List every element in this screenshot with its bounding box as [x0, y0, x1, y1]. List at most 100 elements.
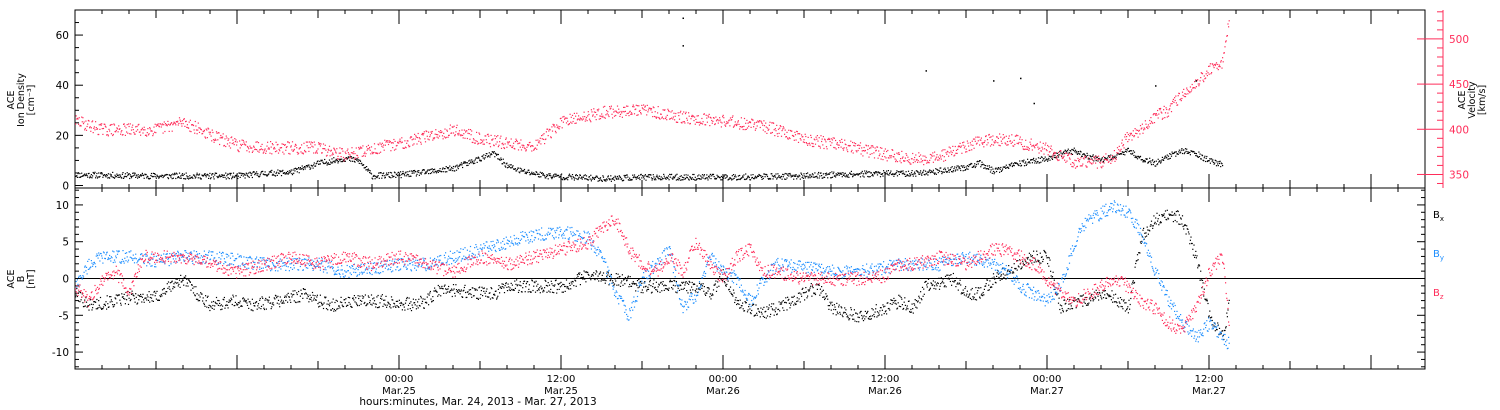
b-series-Bx-point	[392, 299, 394, 301]
ion-density-series-point	[611, 178, 613, 180]
velocity-series-point	[1062, 157, 1064, 160]
velocity-series-point	[401, 137, 403, 139]
velocity-series-point	[1132, 130, 1134, 132]
b-series-Bx-point	[127, 303, 130, 305]
b-series-Bx-point	[725, 284, 727, 286]
b-series-Bx-point	[354, 301, 356, 303]
b-series-Bx-point	[551, 283, 553, 285]
ion-density-series-point	[745, 173, 747, 175]
velocity-series-point	[1063, 155, 1065, 157]
velocity-series-point	[479, 133, 481, 135]
velocity-series-point	[569, 113, 571, 115]
ion-density-series-point	[744, 178, 746, 181]
ion-density-series-point	[812, 174, 814, 176]
velocity-series-point	[1139, 133, 1141, 135]
velocity-series-point	[76, 118, 78, 120]
b-series-Bx-point	[443, 292, 445, 294]
velocity-series-point	[263, 149, 266, 151]
ion-density-series-point	[170, 176, 172, 178]
ion-density-series-point	[126, 176, 128, 178]
ion-density-series-point	[208, 175, 210, 177]
ion-density-series-point	[602, 175, 604, 177]
ion-density-series-point	[697, 177, 699, 180]
velocity-series-point	[1016, 142, 1018, 144]
ion-density-series-point	[857, 174, 859, 176]
ion-density-series-point	[977, 160, 979, 162]
velocity-series-point	[814, 139, 816, 141]
b-series-Bx-point	[339, 301, 342, 303]
ion-density-series-point	[493, 152, 495, 154]
velocity-series-point	[1029, 141, 1031, 143]
velocity-series-point	[372, 153, 374, 155]
velocity-series-point	[1105, 153, 1107, 155]
velocity-series-point	[490, 134, 492, 136]
velocity-series-point	[1207, 72, 1209, 74]
velocity-series-point	[1215, 62, 1218, 64]
ion-density-series-point	[739, 178, 741, 181]
b-series-Bx-point	[140, 295, 142, 297]
ion-density-series-point	[1198, 151, 1200, 153]
b-series-Bx-point	[563, 284, 565, 286]
velocity-series-point	[907, 156, 909, 158]
velocity-series-point	[1158, 108, 1160, 110]
ion-density-series-point	[688, 179, 690, 181]
b-series-Bx-point	[635, 290, 637, 292]
b-series-Bx-point	[496, 298, 498, 300]
velocity-series-point	[866, 145, 868, 147]
ion-density-series-point	[381, 175, 383, 177]
velocity-series-point	[522, 146, 524, 148]
velocity-series-point	[266, 145, 268, 147]
ion-density-series-point	[271, 169, 273, 171]
ion-density-series-point	[811, 176, 813, 178]
velocity-series-point	[749, 122, 752, 124]
velocity-series-point	[288, 142, 290, 144]
b-series-Bx-point	[284, 296, 286, 298]
b-series-Bx-point	[505, 283, 507, 285]
ion-density-series-point	[367, 170, 369, 172]
velocity-series-point	[820, 135, 822, 137]
velocity-series-point	[418, 140, 420, 142]
velocity-series-point	[949, 152, 951, 154]
velocity-series-point	[281, 143, 283, 145]
velocity-series-point	[961, 152, 963, 154]
ion-density-series-point	[376, 177, 378, 179]
velocity-series-point	[1003, 136, 1006, 138]
velocity-series-point	[778, 132, 780, 134]
velocity-series-point	[768, 124, 770, 126]
velocity-series-point	[1125, 138, 1127, 140]
ion-density-series-point	[366, 166, 368, 168]
velocity-series-point	[1026, 146, 1028, 148]
b-series-Bx-point	[309, 294, 311, 296]
velocity-series-point	[362, 145, 364, 147]
velocity-series-point	[544, 138, 546, 141]
ion-density-series-point	[154, 173, 156, 176]
ion-density-series-point	[1022, 161, 1024, 163]
ion-density-series-point	[287, 173, 289, 175]
velocity-series-point	[1146, 126, 1148, 128]
ion-density-series-point	[343, 159, 345, 161]
ion-density-series-point	[793, 178, 795, 180]
velocity-series-point	[1163, 105, 1165, 107]
velocity-series-point	[234, 141, 236, 143]
ion-density-series-point	[559, 176, 561, 178]
velocity-series-point	[1164, 112, 1167, 114]
ion-density-series-point	[907, 174, 909, 176]
ion-density-series-point	[435, 172, 438, 174]
b-series-Bx-point	[296, 293, 298, 296]
ion-density-series-point	[576, 175, 578, 177]
velocity-series-point	[296, 147, 298, 149]
velocity-series-point	[754, 129, 756, 131]
ion-density-series-point	[1094, 157, 1096, 159]
velocity-series-point	[1121, 142, 1123, 144]
ion-density-series-point	[985, 168, 987, 170]
velocity-series-point	[782, 128, 784, 130]
ion-density-series-point	[174, 172, 176, 174]
velocity-series-point	[298, 152, 300, 154]
velocity-series-point	[1078, 161, 1080, 163]
b-series-Bx-point	[213, 308, 215, 310]
b-series-Bx-point	[700, 284, 702, 286]
ion-density-series-point	[1037, 157, 1040, 159]
ion-density-series-point	[177, 176, 179, 178]
b-series-Bx-point	[561, 285, 563, 287]
b-series-Bx-point	[681, 281, 683, 283]
